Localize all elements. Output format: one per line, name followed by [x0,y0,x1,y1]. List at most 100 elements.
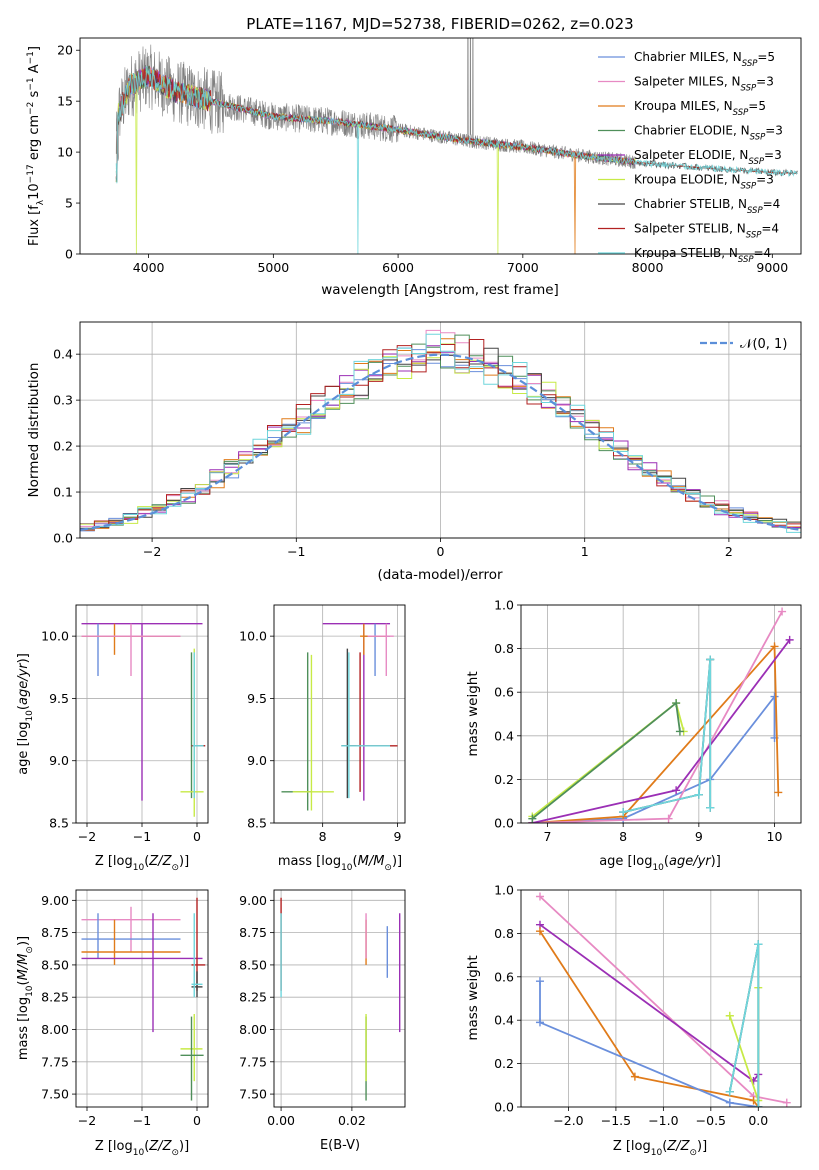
age-vs-Z-ylabel-part: age [log [16,722,31,775]
spectrum-xtick-label: 6000 [382,260,414,275]
mass_vs_EBV-ytick-label: 9.00 [239,893,267,908]
spectrum-xtick-label: 7000 [507,260,539,275]
age_vs_Z-xtick-label: −2 [78,829,96,844]
massweight-vs-age-xlabel-part: age [log [599,854,652,869]
spectrum-model-line-chabrier_stelib [115,65,798,183]
spectrum-ylabel-part: Flux [f [27,205,42,246]
mass_vs_EBV-plot-area [280,897,401,1101]
age-vs-Z-xlabel-part: Z/Z [148,854,172,869]
mass_vs_EBV-frame [273,889,406,1108]
series-marker-chabrier_elodie [675,727,684,736]
massweight-vs-Z-xlabel-part: ( [662,1139,667,1154]
massweight_vs_Z-ytick-label: 0.0 [494,1100,514,1115]
spectrum-ylabel-part: 10 [27,183,42,200]
spectrum-xlabel: wavelength [Angstrom, rest frame] [321,282,559,298]
series-marker-kroupa_stelib [754,940,763,949]
mass-vs-Z-xlabel-part: ( [144,1139,149,1154]
age_vs_Z-ytick-label: 8.5 [49,816,69,831]
age_vs_Z-ytick-label: 9.0 [49,753,69,768]
age_vs_Z-plot-area [81,622,206,817]
massweight-vs-age-xlabel-part: ( [664,854,669,869]
series-marker-salpeter_miles [778,607,787,616]
massweight_vs_Z-ytick-label: 0.4 [494,1013,514,1028]
mass_vs_Z-ytick-label: 8.50 [41,957,69,972]
mass-vs-Z-ylabel-part: 10 [25,985,35,997]
mass-vs-Z-ylabel-part: M/M [16,954,31,981]
mass-vs-Z-xlabel-part: 10 [133,1148,145,1158]
mass-vs-Z-xlabel-part: Z/Z [148,1139,172,1154]
mass-vs-Z-ylabel-part: ⊙ [25,946,35,954]
series-marker-chabrier_elodie [528,814,537,823]
massweight_vs_Z-ytick-label: 1.0 [494,883,514,898]
residuals-xtick-label: 0 [437,544,445,559]
legend-entry: Salpeter ELODIE, NSSP=3 [634,148,782,167]
age_vs_Z-xtick-label: 0 [193,829,201,844]
residuals-axes: −2 −1 0 1 2 0.0 0.1 0.2 0.3 0.4 [53,321,802,559]
age-vs-mass-xlabel-part: ⊙ [384,863,392,873]
residuals-ylabel: Normed distribution [26,363,42,498]
age-vs-Z-ylabel-part: age/yr [16,662,31,705]
age-vs-mass-xlabel: mass [log10(M/M⊙)] [278,854,402,873]
massweight-vs-Z-xlabel-part: ⊙ [689,1148,697,1158]
spectrum-ytick-label: 20 [57,43,73,58]
massweight-vs-Z-ylabel: mass weight [465,955,481,1040]
age-vs-mass-xlabel-part: mass [log [278,854,341,869]
age_vs_mass-xtick-label: 9 [394,829,402,844]
series-marker-salpeter_miles [782,1098,791,1107]
legend-entry: Chabrier ELODIE, NSSP=3 [634,124,783,143]
age-vs-mass-xlabel-part: M/M [358,854,385,869]
age-vs-Z-ylabel: age [log10(age/yr)] [16,653,35,775]
series-marker-kroupa_miles [770,642,779,651]
series-marker-kroupa_stelib [706,655,715,664]
mass-vs-Z-ylabel-part: )] [16,936,31,946]
massweight_vs_age-xtick-label: 8 [619,829,627,844]
mass-vs-Z-xlabel: Z [log10(Z/Z⊙)] [95,1139,189,1158]
massweight_vs_Z-ytick-label: 0.8 [494,926,514,941]
spectrum-frame [79,37,802,255]
series-marker-salpeter_miles [535,892,544,901]
legend-entry: Chabrier STELIB, NSSP=4 [634,197,780,216]
massweight_vs_age-ytick-label: 0.2 [494,772,514,787]
series-line-kroupa_miles [532,644,780,823]
massweight_vs_age-xtick-label: 7 [544,829,552,844]
residuals-ytick-label: 0.4 [53,347,73,362]
mass-vs-Z-xlabel-part: Z [log [95,1139,133,1154]
age_vs_mass-axes: 8 9 8.5 9.0 9.5 10.0 [239,604,406,844]
age-vs-Z-xlabel: Z [log10(Z/Z⊙)] [95,854,189,873]
legend-entry: Chabrier MILES, NSSP=5 [634,50,775,69]
spectrum-ylabel-part: −17 [26,164,36,183]
age_vs_mass-ytick-label: 10.0 [239,629,267,644]
massweight-vs-Z-xlabel-part: Z [log [613,1139,651,1154]
mass_vs_Z-ytick-label: 8.25 [41,990,69,1005]
age-vs-Z-xlabel-part: )] [179,854,189,869]
mass_vs_Z-ytick-label: 7.75 [41,1054,69,1069]
series-marker-kroupa_stelib [694,790,703,799]
spectrum-ylabel: Flux [fλ10−17 erg cm−2 s−1 A−1] [26,46,46,246]
mass_vs_Z-ytick-label: 7.50 [41,1087,69,1102]
massweight_vs_Z-axes: −2.0 −1.5 −1.0 −0.5 0.0 0.0 0.2 0.4 0.6 0.8 1.0 [494,883,802,1128]
series-marker-kroupa_stelib [619,808,628,817]
age-vs-Z-xlabel-part: Z [log [95,854,133,869]
spectrum-xtick-label: 4000 [133,260,165,275]
massweight_vs_age-ytick-label: 0.4 [494,728,514,743]
age_vs_mass-xtick-label: 8 [319,829,327,844]
age-vs-Z-xlabel-part: ( [144,854,149,869]
spectrum-ylabel-part: λ [36,199,46,205]
mass_vs_Z-ytick-label: 9.00 [41,893,69,908]
age-vs-Z-ylabel-part: ( [16,705,31,710]
series-marker-salpeter_miles [664,814,673,823]
age_vs_mass-plot-area [281,622,398,811]
residual-hist-kroupa_stelib [80,333,801,533]
gaussian-curve [80,353,801,531]
spectrum-xtick-label: 9000 [756,260,788,275]
series-marker-salpeter_elodie [785,635,794,644]
age_vs_mass-ytick-label: 9.5 [247,691,267,706]
series-marker-kroupa_elodie [725,1011,734,1020]
age-vs-Z-xlabel-part: ⊙ [171,863,179,873]
spectrum-ylabel-part: ] [27,46,42,51]
massweight_vs_age-ytick-label: 1.0 [494,598,514,613]
series-marker-kroupa_miles [774,788,783,797]
age_vs_mass-ytick-label: 8.5 [247,816,267,831]
age_vs_Z-ytick-label: 9.5 [49,691,69,706]
